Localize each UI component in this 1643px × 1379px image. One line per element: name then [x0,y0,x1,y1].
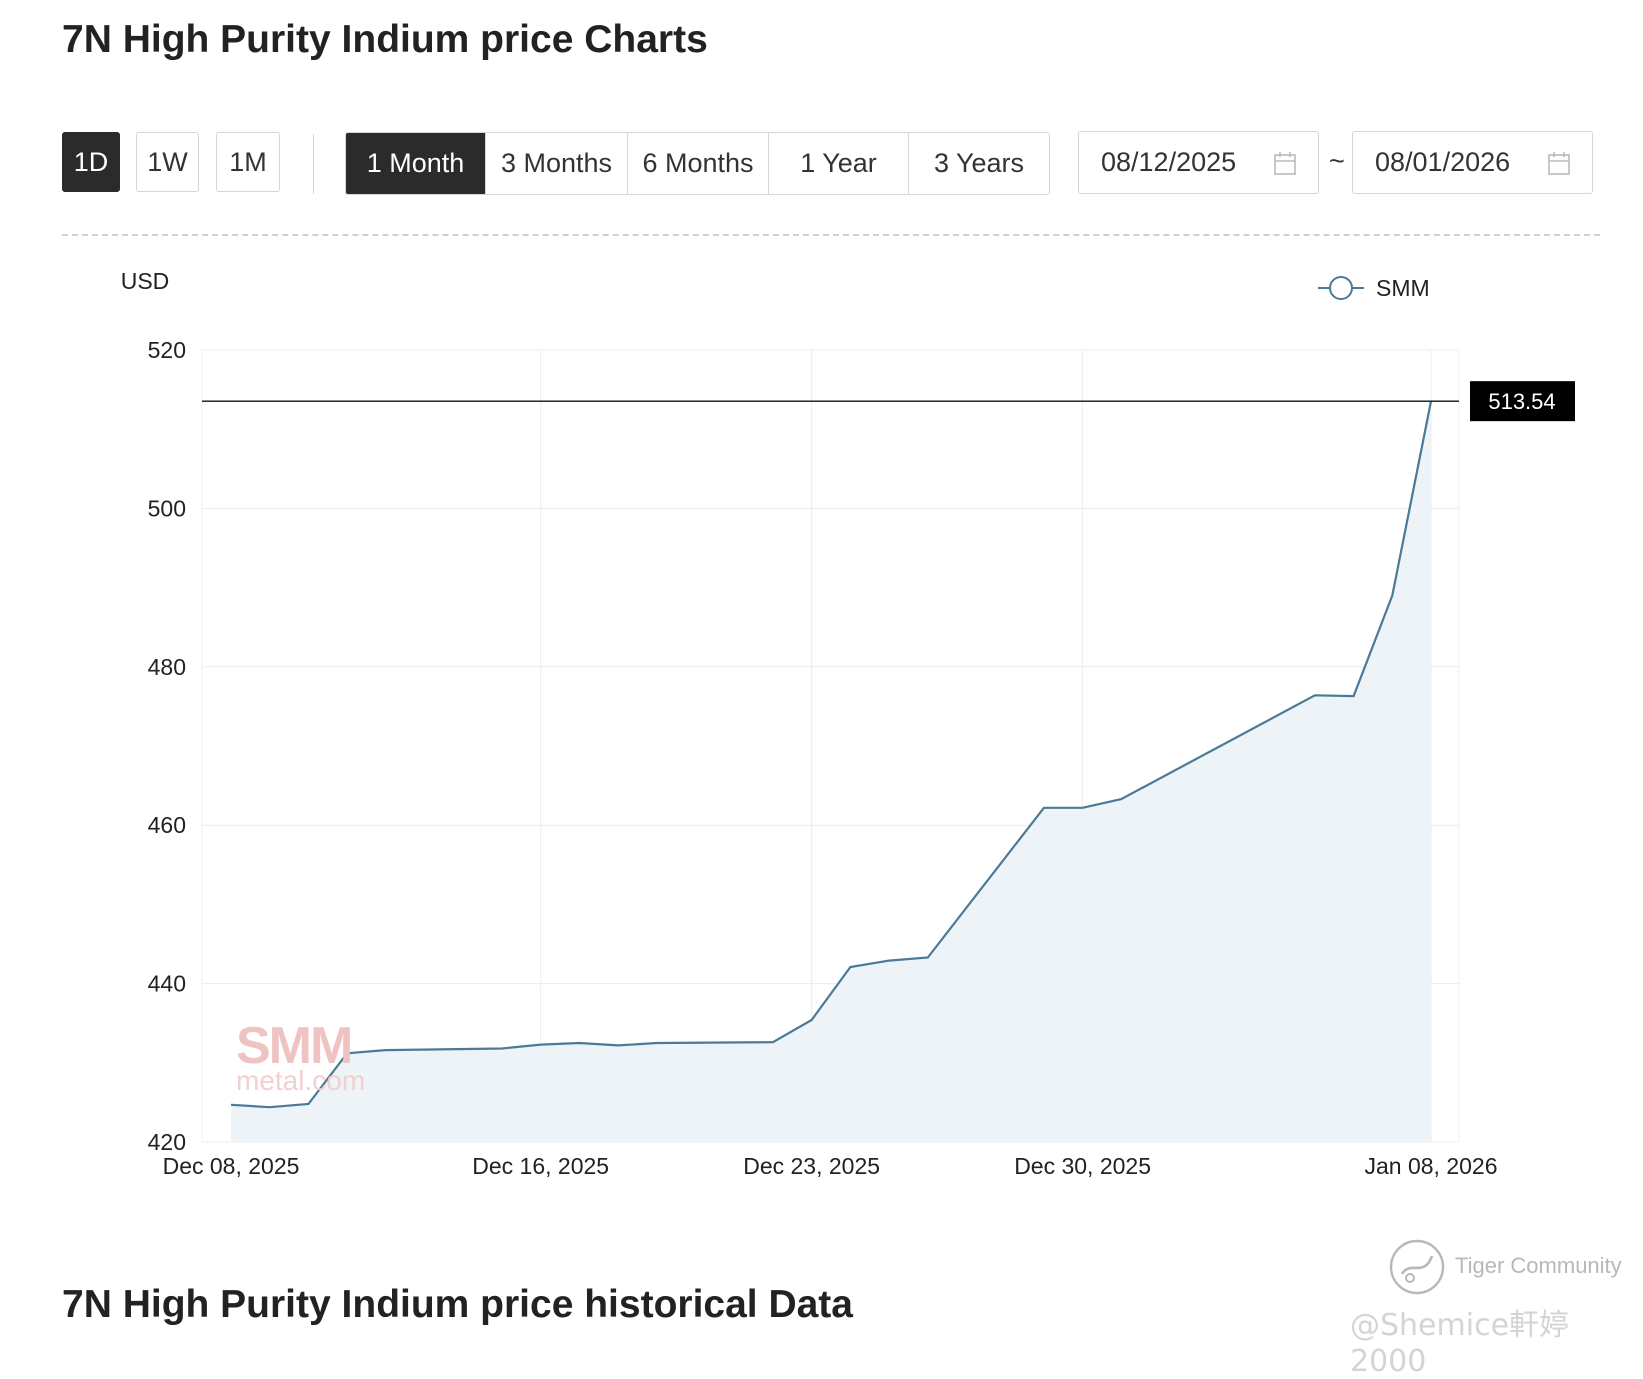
range-1-month-button[interactable]: 1 Month [346,133,486,194]
calendar-icon[interactable] [1548,151,1570,175]
y-tick-label: 420 [148,1129,186,1155]
x-tick-label: Jan 08, 2026 [1364,1153,1497,1179]
interval-1d-button[interactable]: 1D [62,132,120,192]
y-tick-label: 460 [148,812,186,838]
range-3-years-button[interactable]: 3 Years [909,133,1049,194]
date-separator: ~ [1329,146,1345,176]
y-tick-label: 440 [148,971,186,997]
interval-1m-button[interactable]: 1M [216,132,280,192]
last-value-box [1470,381,1575,422]
smm-watermark-logo: SMM [236,1017,353,1075]
series-line [230,400,1433,1109]
start-date-input[interactable]: 08/12/2025 [1078,131,1319,194]
legend-marker-icon [1329,276,1353,300]
end-date-value: 08/01/2026 [1375,147,1511,177]
x-tick-label: Dec 08, 2025 [163,1153,300,1179]
legend[interactable]: SMM [1318,275,1430,301]
end-date-input[interactable]: 08/01/2026 [1352,131,1593,194]
range-3-months-button[interactable]: 3 Months [486,133,628,194]
x-tick-label: Dec 23, 2025 [743,1153,880,1179]
interval-1w-button[interactable]: 1W [136,132,199,192]
last-value-label: 513.54 [1488,389,1555,414]
page-title: 7N High Purity Indium price Charts [62,18,708,61]
divider [62,234,1600,236]
start-date-value: 08/12/2025 [1101,147,1237,177]
range-selector: 1 Month 3 Months 6 Months 1 Year 3 Years [345,132,1050,195]
y-axis-ticks: 420 440 460 480 500 520 [148,337,186,1155]
series-area [231,401,1431,1142]
range-6-months-button[interactable]: 6 Months [628,133,769,194]
x-tick-label: Dec 16, 2025 [472,1153,609,1179]
y-tick-label: 520 [148,337,186,363]
y-tick-label: 480 [148,654,186,680]
smm-watermark-site: metal.com [236,1065,366,1096]
user-watermark: @Shemice軒婷 2000 [1350,1308,1570,1379]
x-axis-ticks: Dec 08, 2025 Dec 16, 2025 Dec 23, 2025 Dec … [163,1153,1498,1179]
calendar-icon[interactable] [1274,151,1296,175]
y-axis-label: USD [121,268,170,294]
x-tick-label: Dec 30, 2025 [1014,1153,1151,1179]
y-tick-label: 500 [148,495,186,521]
community-watermark: Tiger Community [1455,1253,1622,1278]
legend-label: SMM [1376,275,1430,301]
tiger-community-logo-icon [1389,1239,1445,1295]
range-1-year-button[interactable]: 1 Year [769,133,909,194]
toolbar-divider [313,134,314,194]
historical-data-title: 7N High Purity Indium price historical D… [62,1283,853,1326]
